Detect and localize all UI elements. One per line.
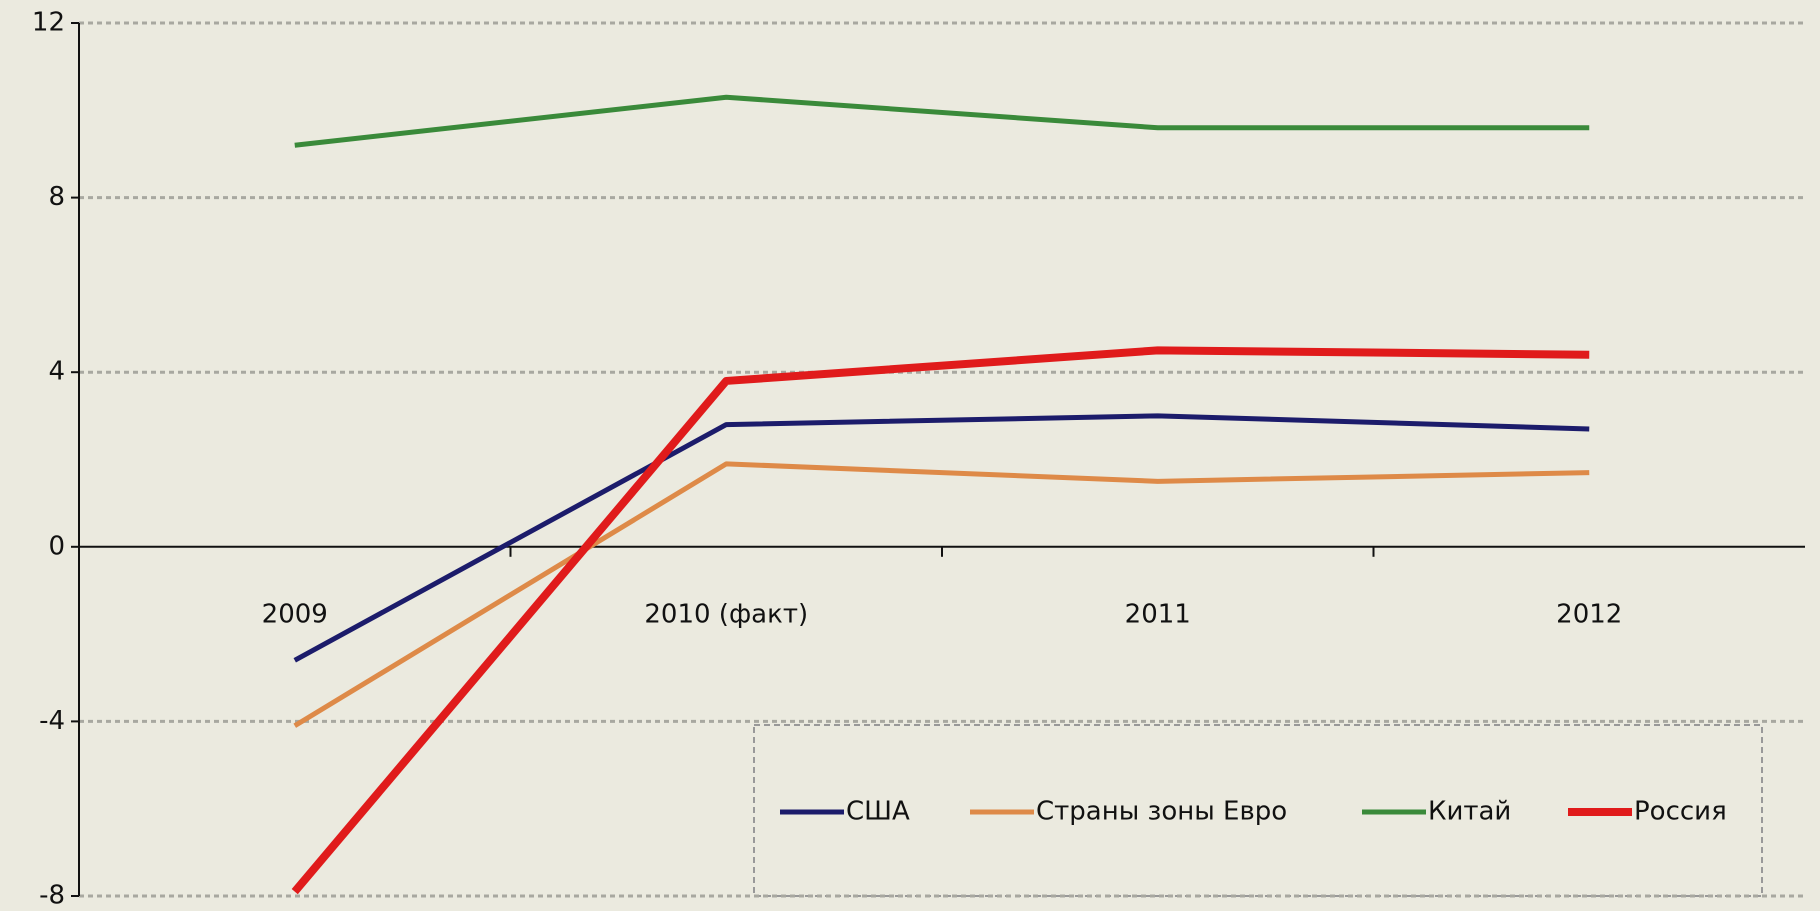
series-line — [294, 94, 1590, 148]
y-tick-label: 0 — [48, 531, 65, 561]
series-line — [291, 346, 1590, 895]
x-tick-label: 2012 — [1556, 599, 1622, 629]
legend-label: Россия — [1634, 797, 1727, 827]
legend-label: США — [846, 797, 910, 827]
x-tick-label: 2011 — [1125, 599, 1191, 629]
y-tick-label: 12 — [32, 8, 65, 38]
x-tick-label: 2009 — [262, 599, 328, 629]
series-line — [293, 413, 1590, 663]
legend-label: Страны зоны Евро — [1036, 797, 1287, 827]
series-line — [293, 461, 1590, 728]
legend-label: Китай — [1428, 797, 1511, 827]
y-tick-label: 8 — [48, 182, 65, 212]
x-tick-label: 2010 (факт) — [644, 599, 808, 629]
y-tick-label: -8 — [39, 881, 65, 911]
y-tick-label: 4 — [48, 357, 65, 387]
y-tick-label: -4 — [39, 706, 65, 736]
